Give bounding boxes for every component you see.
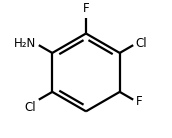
Text: H₂N: H₂N [14, 37, 36, 50]
Text: F: F [83, 2, 89, 15]
Text: Cl: Cl [25, 101, 36, 114]
Text: F: F [136, 95, 142, 108]
Text: Cl: Cl [136, 37, 147, 50]
